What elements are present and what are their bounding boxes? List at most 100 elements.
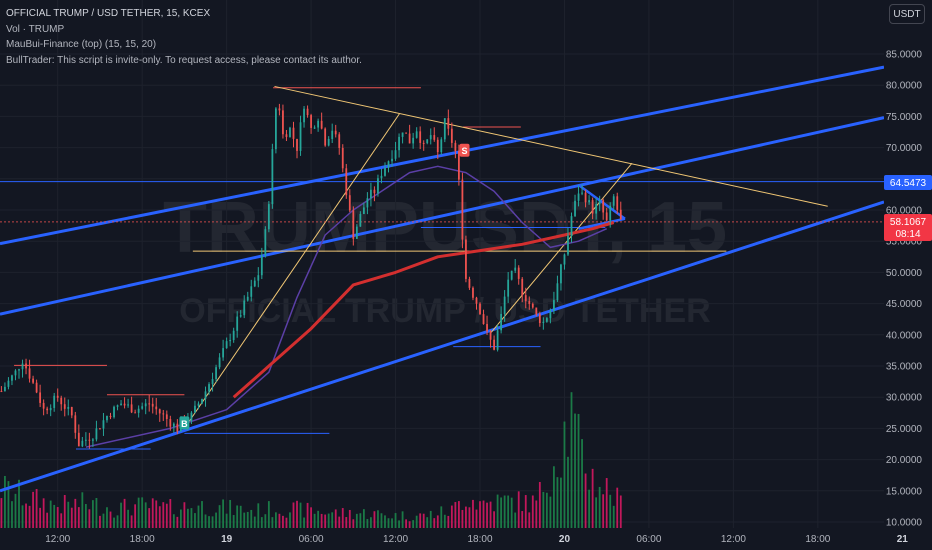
candle-body [545,318,548,322]
volume-indicator-label[interactable]: Vol · TRUMP [6,23,65,35]
volume-bar [92,500,94,528]
candle-body [352,210,355,239]
currency-button[interactable]: USDT [889,4,925,24]
candle-body [116,405,119,407]
candle-body [359,213,362,227]
candle-body [134,412,137,414]
volume-bar [42,498,45,528]
signal-sell-marker[interactable] [459,143,470,157]
volume-bar [359,513,362,528]
volume-bar [123,498,126,528]
y-tick-label: 25.0000 [886,424,923,435]
volume-bar [187,508,189,528]
candle-body [70,406,73,416]
x-tick-label: 12:00 [721,534,746,545]
volume-bar [545,492,548,528]
candle-body [496,330,499,350]
candle-body [556,283,559,301]
candle-body [18,369,20,371]
volume-bar [25,503,27,528]
candle-body [412,137,415,144]
candle-body [218,357,221,368]
channel-line-upper[interactable] [0,65,885,246]
volume-bar [366,519,369,528]
candle-body [433,135,436,140]
volume-bar [355,513,358,528]
candle-body [289,127,291,137]
trend-line-descending-resistance[interactable] [274,85,828,207]
volume-bar [619,495,622,528]
volume-bar [46,512,49,528]
candle-body [21,363,24,370]
volume-bar [609,494,612,528]
volume-bar [408,521,411,528]
candle-body [461,179,464,240]
volume-bar [162,502,165,528]
level-price-label: 64.5473 [890,178,927,189]
volume-bar [77,507,80,528]
volume-bar [218,505,221,528]
volume-bar [440,506,443,528]
volume-bar [535,500,538,528]
channel-line-lower[interactable] [0,200,885,493]
candle-body [243,300,246,316]
volume-bar [151,498,154,528]
volume-bar [229,499,232,528]
volume-bar [549,496,552,528]
volume-bar [461,509,464,528]
volume-bar [524,495,527,528]
candle-body [211,379,214,385]
candle-body [489,331,492,340]
symbol-title[interactable]: OFFICIAL TRUMP / USD TETHER, 15, KCEX [6,8,211,19]
script-notice[interactable]: BullTrader: This script is invite-only. … [6,54,362,66]
indicator-label[interactable]: MauBui-Finance (top) (15, 15, 20) [6,39,157,50]
volume-bar [127,509,129,528]
x-tick-label: 06:00 [299,534,324,545]
x-tick-label: 20 [559,534,571,545]
volume-bar [370,517,372,528]
volume-bar [7,481,10,528]
volume-bars [0,392,622,528]
volume-bar [475,509,478,528]
candle-body [236,316,239,331]
time-axis[interactable]: 12:00 18:00 19 06:00 12:00 18:00 20 06:00 12:00 1… [0,528,932,550]
volume-bar [120,502,122,528]
signal-buy-marker[interactable] [179,416,190,430]
volume-bar [274,512,277,528]
candle-body [306,108,309,116]
candle-body [264,229,267,256]
channel-line-middle[interactable] [0,116,885,316]
candle-body [429,135,432,140]
volume-bar [183,502,186,528]
candle-body [531,303,534,308]
watermark-name: OFFICIAL TRUMP / USD TETHER [179,292,710,330]
trend-line-rising-line-2[interactable] [490,162,633,333]
x-tick-label: 06:00 [636,534,661,545]
trend-line-triangle-bottom[interactable] [578,217,626,230]
candle-body [267,204,270,230]
candle-body [204,391,207,399]
price-axis[interactable]: 85.000080.000075.000070.000065.000060.00… [884,0,932,550]
candle-body [345,168,348,196]
volume-bar [503,495,506,528]
trend-line-rising-line-1[interactable] [183,112,401,429]
x-tick-label: 21 [897,534,909,545]
candle-body [246,296,249,301]
volume-bar [116,515,119,528]
volume-bar [510,497,513,528]
volume-bar [377,510,379,528]
candle-body [577,193,580,201]
candle-body [250,286,253,297]
volume-bar [591,468,594,528]
volume-bar [320,513,323,528]
candle-body [443,118,446,140]
candle-body [194,405,196,413]
candle-body [137,408,140,413]
x-tick-label: 12:00 [45,534,70,545]
candle-body [472,287,474,298]
volume-bar [310,507,312,528]
volume-bar [215,512,217,528]
volume-bar [584,473,587,528]
volume-bar [60,513,63,528]
